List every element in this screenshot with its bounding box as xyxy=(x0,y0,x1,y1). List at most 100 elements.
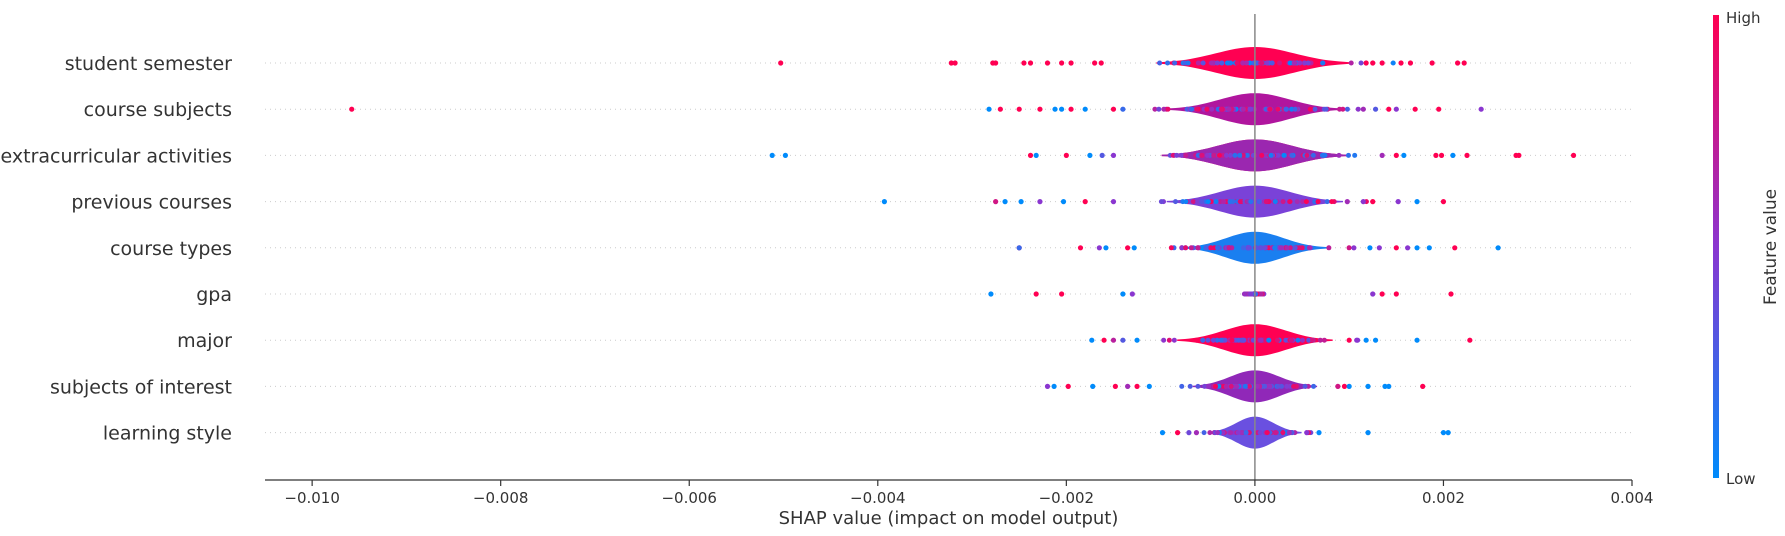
cloud-dot-previous-courses xyxy=(1287,199,1293,205)
cloud-dot-previous-courses xyxy=(1190,199,1196,205)
cloud-dot-subjects-of-interest xyxy=(1254,383,1260,389)
feature-label-student-semester: student semester xyxy=(65,53,232,75)
outlier-dot-previous-courses xyxy=(1082,199,1088,205)
outlier-dot-course-subjects xyxy=(997,106,1003,112)
outlier-dot-learning-style xyxy=(1445,430,1451,436)
cloud-dot-previous-courses xyxy=(1221,199,1227,205)
cloud-dot-learning-style xyxy=(1280,430,1286,436)
cloud-dot-subjects-of-interest xyxy=(1216,383,1222,389)
cloud-dot-student-semester xyxy=(1287,60,1293,66)
outlier-dot-course-subjects xyxy=(1436,106,1442,112)
outlier-dot-extracurricular-activities xyxy=(1110,152,1117,158)
cloud-dot-student-semester xyxy=(1172,60,1178,66)
outlier-dot-learning-style xyxy=(1159,430,1166,436)
cloud-dot-subjects-of-interest xyxy=(1223,383,1229,389)
outlier-dot-course-subjects xyxy=(1478,106,1484,112)
outlier-dot-major xyxy=(1363,337,1369,343)
outlier-dot-course-subjects xyxy=(1059,106,1065,112)
outlier-dot-student-semester xyxy=(952,60,958,66)
cloud-dot-student-semester xyxy=(1264,60,1270,66)
cloud-dot-subjects-of-interest xyxy=(1302,383,1308,389)
cloud-dot-extracurricular-activities xyxy=(1352,152,1358,158)
outlier-dot-subjects-of-interest xyxy=(1112,383,1118,389)
outlier-dot-student-semester xyxy=(948,60,954,66)
cloud-dot-student-semester xyxy=(1165,60,1171,66)
outlier-dot-extracurricular-activities xyxy=(1438,152,1445,158)
cloud-dot-major xyxy=(1306,337,1312,343)
outlier-dot-student-semester xyxy=(1461,60,1467,66)
outlier-dot-course-subjects xyxy=(986,106,992,112)
cloud-dot-extracurricular-activities xyxy=(1259,152,1265,158)
cloud-dot-course-subjects xyxy=(1189,106,1195,112)
cloud-dot-course-subjects xyxy=(1267,106,1273,112)
outlier-dot-student-semester xyxy=(1407,60,1414,66)
cloud-dot-course-subjects xyxy=(1194,106,1200,112)
outlier-dot-previous-courses xyxy=(1395,199,1401,205)
cloud-dot-learning-style xyxy=(1239,430,1245,436)
cloud-dot-extracurricular-activities xyxy=(1174,152,1180,158)
cloud-dot-previous-courses xyxy=(1272,199,1278,205)
outlier-dot-subjects-of-interest xyxy=(1341,383,1348,389)
cloud-dot-course-types xyxy=(1203,245,1209,251)
outlier-dot-student-semester xyxy=(1021,60,1027,66)
outlier-dot-gpa xyxy=(1448,291,1454,297)
cloud-dot-previous-courses xyxy=(1303,199,1309,205)
cloud-dot-subjects-of-interest xyxy=(1275,383,1281,389)
cloud-dot-course-types xyxy=(1246,245,1252,251)
outlier-dot-student-semester xyxy=(1363,60,1369,66)
cloud-dot-subjects-of-interest xyxy=(1262,383,1268,389)
outlier-dot-course-types xyxy=(1393,245,1399,251)
feature-label-learning-style: learning style xyxy=(103,423,232,445)
x-tick-label: −0.006 xyxy=(661,489,717,507)
outlier-dot-course-types xyxy=(1016,245,1022,251)
cloud-dot-student-semester xyxy=(1157,60,1163,66)
cloud-dot-previous-courses xyxy=(1324,199,1330,205)
outlier-dot-extracurricular-activities xyxy=(1379,152,1385,158)
x-tick-label: 0.002 xyxy=(1422,489,1465,507)
cloud-dot-course-subjects xyxy=(1355,106,1361,112)
cloud-dot-student-semester xyxy=(1297,60,1303,66)
outlier-dot-course-types xyxy=(1096,245,1102,251)
cloud-dot-student-semester xyxy=(1358,60,1364,66)
outlier-dot-extracurricular-activities xyxy=(1401,152,1407,158)
cloud-dot-extracurricular-activities xyxy=(1240,152,1246,158)
outlier-dot-course-subjects xyxy=(1068,106,1074,112)
outlier-dot-student-semester xyxy=(778,60,784,66)
cloud-dot-course-types xyxy=(1262,245,1268,251)
cloud-dot-extracurricular-activities xyxy=(1237,152,1243,158)
feature-label-extracurricular-activities: extracurricular activities xyxy=(1,145,232,167)
outlier-dot-student-semester xyxy=(1059,60,1065,66)
cloud-dot-learning-style xyxy=(1264,430,1270,436)
cloud-dot-learning-style xyxy=(1257,430,1263,436)
outlier-dot-previous-courses xyxy=(881,199,887,205)
cloud-dot-previous-courses xyxy=(1263,199,1269,205)
outlier-dots xyxy=(349,60,1577,436)
outlier-dot-subjects-of-interest xyxy=(1365,383,1371,389)
cloud-dot-extracurricular-activities xyxy=(1205,152,1211,158)
outlier-dot-learning-style xyxy=(1365,430,1371,436)
outlier-dot-previous-courses xyxy=(1037,199,1043,205)
cloud-dot-extracurricular-activities xyxy=(1281,152,1287,158)
cloud-dot-major xyxy=(1274,337,1280,343)
cloud-dot-major xyxy=(1310,337,1316,343)
outlier-dot-course-types xyxy=(1077,245,1084,251)
outlier-dot-subjects-of-interest xyxy=(1386,383,1392,389)
outlier-dot-course-types xyxy=(1414,245,1420,251)
outlier-dot-gpa xyxy=(1120,291,1126,297)
cloud-dot-previous-courses xyxy=(1237,199,1243,205)
cloud-dot-learning-style xyxy=(1273,430,1279,436)
cloud-dot-major xyxy=(1321,337,1327,343)
outlier-dot-subjects-of-interest xyxy=(1146,383,1152,389)
cloud-dot-learning-style xyxy=(1201,430,1207,436)
feature-label-subjects-of-interest: subjects of interest xyxy=(50,376,232,398)
cloud-dot-course-types xyxy=(1257,245,1263,251)
outlier-dot-course-subjects xyxy=(1372,106,1379,112)
outlier-dot-previous-courses xyxy=(993,199,999,205)
cloud-dot-student-semester xyxy=(1243,60,1249,66)
outlier-dot-subjects-of-interest xyxy=(1065,383,1071,389)
cloud-dot-student-semester xyxy=(1214,60,1220,66)
cloud-dot-student-semester xyxy=(1224,60,1230,66)
cloud-dot-subjects-of-interest xyxy=(1311,383,1317,389)
cloud-dot-student-semester xyxy=(1348,60,1354,66)
x-tick-label: −0.010 xyxy=(284,489,340,507)
